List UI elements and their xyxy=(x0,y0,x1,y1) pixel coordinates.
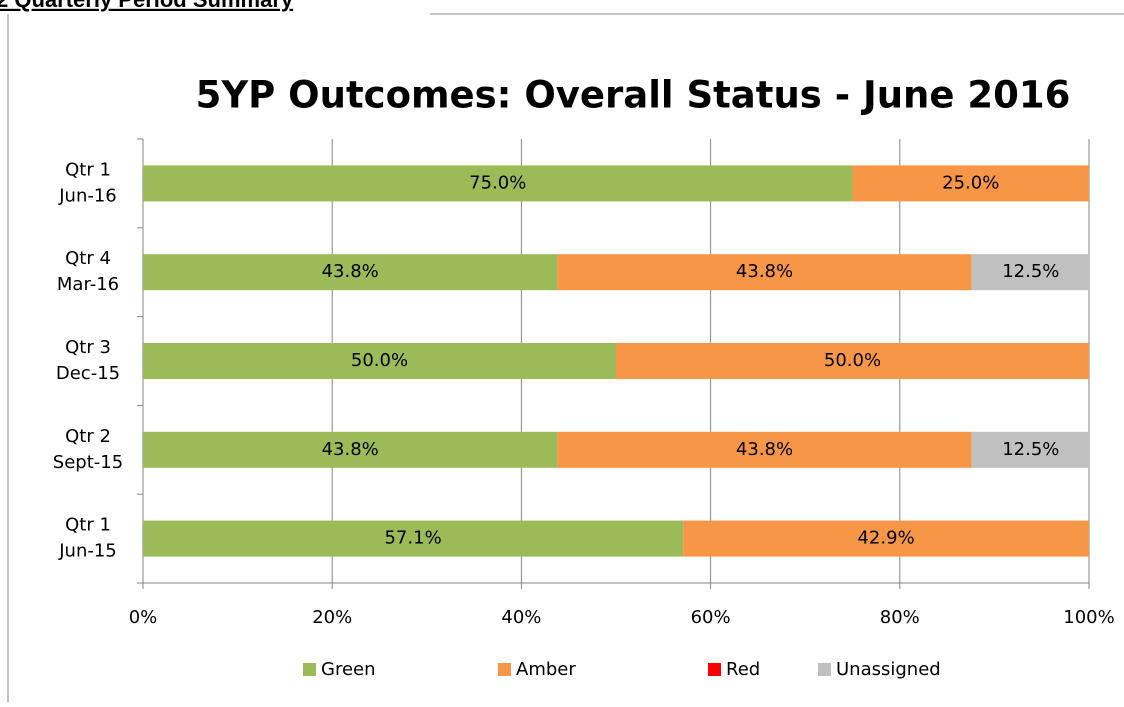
bar-segment xyxy=(143,165,853,202)
y-tick-label: Qtr 2 xyxy=(65,426,111,447)
data-label: 42.9% xyxy=(857,528,914,549)
x-tick-label: 80% xyxy=(880,607,920,628)
y-tick-label: Mar-16 xyxy=(57,274,119,295)
bar-segment xyxy=(971,431,1090,468)
legend-swatch xyxy=(498,663,511,676)
bar-segment xyxy=(143,431,558,468)
bar-segment xyxy=(143,343,616,379)
data-label: 50.0% xyxy=(824,350,881,371)
data-label: 43.8% xyxy=(736,261,793,282)
x-tick-label: 60% xyxy=(691,607,731,628)
bar-segment xyxy=(557,254,972,291)
legend-swatch xyxy=(708,663,721,676)
y-tick-label: Qtr 1 xyxy=(65,159,111,180)
x-tick-label: 0% xyxy=(129,607,158,628)
y-tick-label: Dec-15 xyxy=(56,363,120,384)
x-tick-label: 20% xyxy=(312,607,352,628)
legend-label: Amber xyxy=(516,659,576,680)
y-tick-label: Qtr 3 xyxy=(65,337,111,358)
legend-swatch xyxy=(303,663,316,676)
y-tick-label: Sept-15 xyxy=(53,452,123,473)
page-heading: 2 Quarterly Period Summary xyxy=(0,0,294,12)
legend-label: Unassigned xyxy=(836,659,941,680)
y-tick-label: Qtr 4 xyxy=(65,248,111,269)
data-label: 25.0% xyxy=(942,172,999,193)
data-label: 57.1% xyxy=(384,528,441,549)
data-label: 43.8% xyxy=(322,439,379,460)
data-label: 43.8% xyxy=(736,439,793,460)
bar-segment xyxy=(143,254,558,291)
bar-segment xyxy=(143,520,684,557)
x-tick-label: 40% xyxy=(501,607,541,628)
legend-label: Green xyxy=(321,659,376,680)
bar-segment xyxy=(616,343,1089,379)
chart-title: 5YP Outcomes: Overall Status - June 2016 xyxy=(196,74,1071,117)
data-label: 75.0% xyxy=(469,172,526,193)
data-label: 43.8% xyxy=(322,261,379,282)
y-tick-label: Jun-16 xyxy=(58,185,117,206)
legend-label: Red xyxy=(726,659,760,680)
data-label: 12.5% xyxy=(1002,439,1059,460)
y-tick-label: Jun-15 xyxy=(58,541,117,562)
bar-segment xyxy=(852,165,1089,202)
x-tick-label: 100% xyxy=(1063,607,1114,628)
y-tick-label: Qtr 1 xyxy=(65,515,111,536)
data-label: 50.0% xyxy=(351,350,408,371)
data-label: 12.5% xyxy=(1002,261,1059,282)
bar-segment xyxy=(683,520,1089,557)
bar-segment xyxy=(971,254,1090,291)
bar-segment xyxy=(557,431,972,468)
legend-swatch xyxy=(818,663,831,676)
